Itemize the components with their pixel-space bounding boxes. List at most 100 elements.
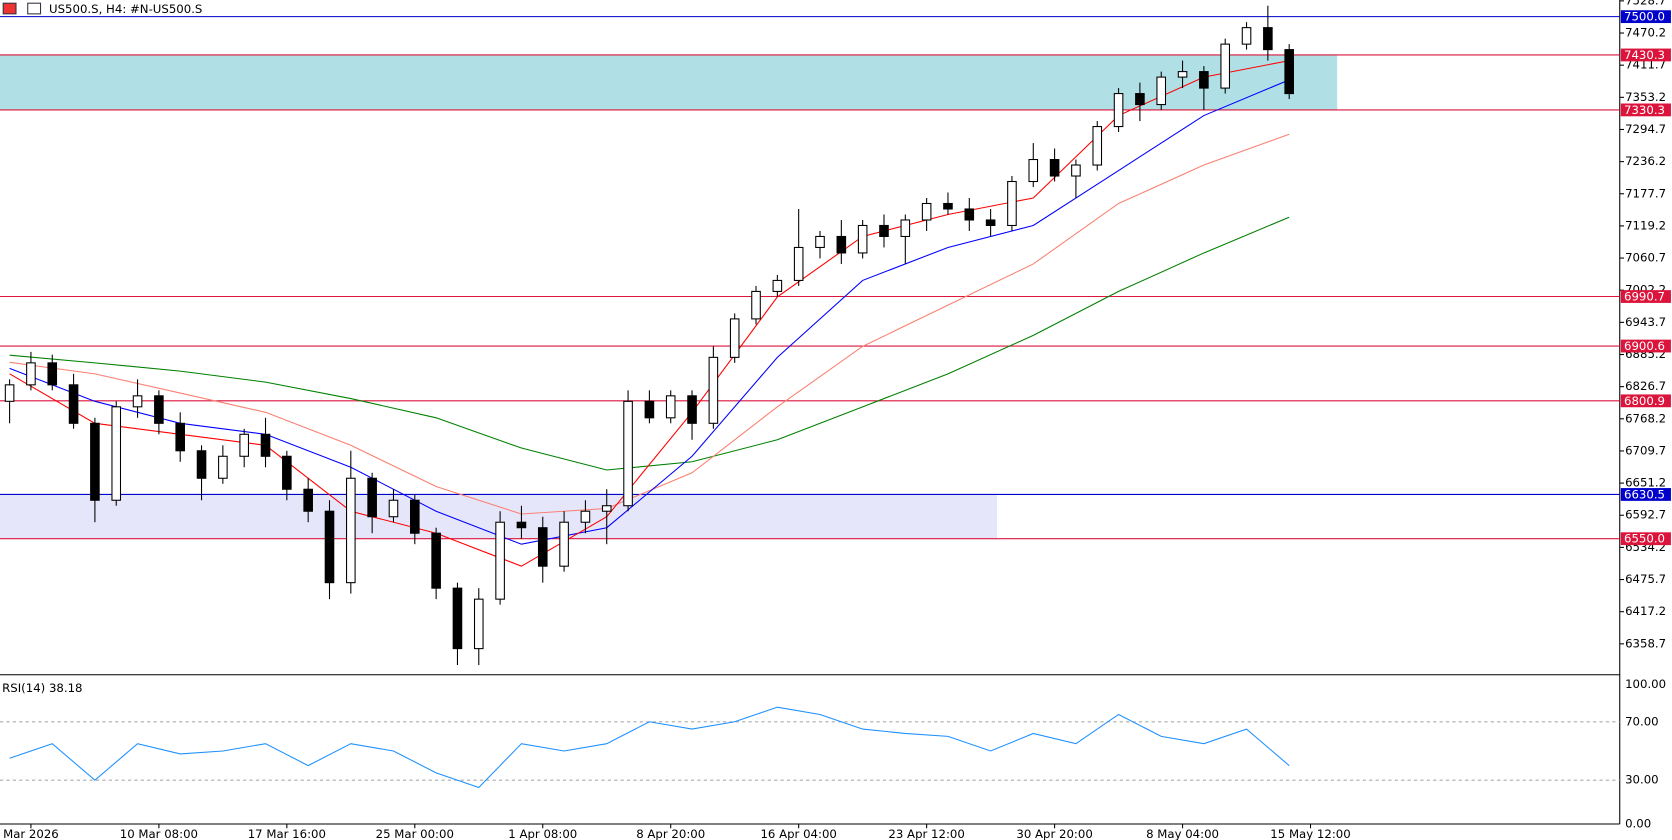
candle-body	[772, 279, 783, 292]
candle-body	[943, 202, 953, 210]
y-tick-label: 7060.7	[1625, 251, 1666, 265]
level-label: 7430.3	[1624, 48, 1665, 62]
x-tick-label: 30 Apr 20:00	[1016, 827, 1092, 840]
y-tick-label: 6651.2	[1625, 476, 1666, 490]
level-label: 6550.0	[1624, 532, 1665, 546]
x-tick-label: 25 Mar 00:00	[376, 827, 454, 840]
candle-body	[1156, 76, 1167, 106]
candle-body	[751, 290, 761, 320]
y-tick-label: 30.00	[1625, 773, 1659, 787]
candle-body	[1049, 158, 1060, 177]
level-label: 6990.7	[1624, 290, 1665, 304]
level-tag	[1620, 103, 1671, 117]
level-tag	[1620, 290, 1671, 303]
candle-body	[111, 406, 122, 501]
candle-body	[431, 532, 441, 589]
candle-body	[1241, 27, 1252, 45]
candle-body	[836, 235, 847, 254]
level-tag	[1620, 10, 1671, 24]
x-tick-label: 8 Apr 20:00	[636, 827, 705, 840]
candle-body	[623, 400, 633, 507]
y-tick-label: 7470.2	[1625, 26, 1666, 40]
y-tick-label: 100.00	[1625, 677, 1666, 691]
level-label: 6630.5	[1624, 488, 1665, 502]
x-tick-label: 23 Apr 12:00	[888, 827, 964, 840]
y-tick-label: 6709.7	[1625, 443, 1666, 457]
symbol-title: US500.S, H4: #N-US500.S	[49, 2, 202, 16]
candle-body	[729, 318, 740, 358]
level-tag	[1620, 339, 1671, 353]
candle-body	[793, 246, 804, 281]
x-tick-label: 10 Mar 08:00	[120, 827, 198, 840]
level-tag	[1620, 488, 1671, 501]
candle-body	[175, 422, 186, 452]
candle-body	[537, 527, 548, 567]
y-tick-label: 6768.2	[1625, 411, 1666, 425]
candle-body	[708, 356, 719, 424]
moving-average	[9, 133, 1290, 515]
x-tick-label: Mar 2026	[3, 827, 59, 840]
candle-body	[1071, 164, 1081, 177]
y-tick-label: 7353.2	[1625, 90, 1666, 104]
candle-body	[473, 598, 484, 650]
level-label: 7500.0	[1624, 10, 1665, 24]
moving-average	[9, 216, 1290, 471]
candle-body	[879, 224, 889, 237]
y-tick-label: 7294.7	[1625, 122, 1666, 136]
candle-body	[452, 587, 463, 650]
x-tick-label: 17 Mar 16:00	[248, 827, 326, 840]
candle-body	[687, 395, 697, 424]
menu-icon[interactable]	[2, 2, 17, 15]
candle-body	[1177, 71, 1188, 78]
candle-body	[815, 235, 825, 248]
candle-body	[1220, 43, 1231, 89]
y-tick-label: 6943.7	[1625, 315, 1666, 329]
candle-body	[4, 384, 15, 402]
level-tag	[1620, 394, 1671, 408]
candle-body	[196, 450, 207, 479]
candle-body	[1199, 71, 1209, 89]
rsi-title: RSI(14) 38.18	[2, 681, 82, 695]
level-tag	[1620, 48, 1671, 62]
level-label: 6800.9	[1624, 394, 1665, 408]
level-label: 7330.3	[1624, 103, 1665, 117]
chart-icon[interactable]	[27, 2, 42, 15]
candle-body	[516, 521, 527, 529]
candle-body	[1113, 93, 1124, 128]
candle-body	[921, 202, 932, 221]
candle-body	[495, 521, 505, 600]
level-tag	[1620, 532, 1671, 546]
candle-body	[1284, 49, 1294, 95]
candle-body	[282, 455, 292, 490]
candle-body	[68, 384, 79, 424]
candle-body	[900, 219, 911, 237]
y-tick-label: 7236.2	[1625, 154, 1666, 168]
candle-body	[388, 499, 399, 518]
candle-body	[665, 395, 676, 419]
x-tick-label: 15 May 12:00	[1270, 827, 1350, 840]
candle-body	[1135, 93, 1145, 106]
candle-body	[154, 395, 164, 424]
candle-body	[367, 477, 377, 518]
y-tick-label: 6592.7	[1625, 508, 1666, 522]
candle-body	[410, 499, 420, 534]
y-tick-label: 6358.7	[1625, 636, 1666, 650]
y-tick-label: 0.00	[1625, 817, 1651, 831]
y-tick-label: 70.00	[1625, 714, 1659, 728]
candle-body	[218, 455, 228, 479]
x-tick-label: 8 May 04:00	[1146, 827, 1219, 840]
level-label: 6900.6	[1624, 339, 1665, 353]
candle-body	[47, 362, 58, 386]
candle-body	[1092, 126, 1103, 166]
candle-body	[1007, 180, 1017, 227]
candle-body	[324, 510, 335, 584]
candle-body	[559, 521, 569, 567]
zones	[0, 54, 1338, 539]
x-tick-label: 1 Apr 08:00	[508, 827, 577, 840]
candle-body	[1028, 158, 1039, 183]
candle-body	[132, 395, 143, 408]
candle-body	[644, 400, 655, 419]
